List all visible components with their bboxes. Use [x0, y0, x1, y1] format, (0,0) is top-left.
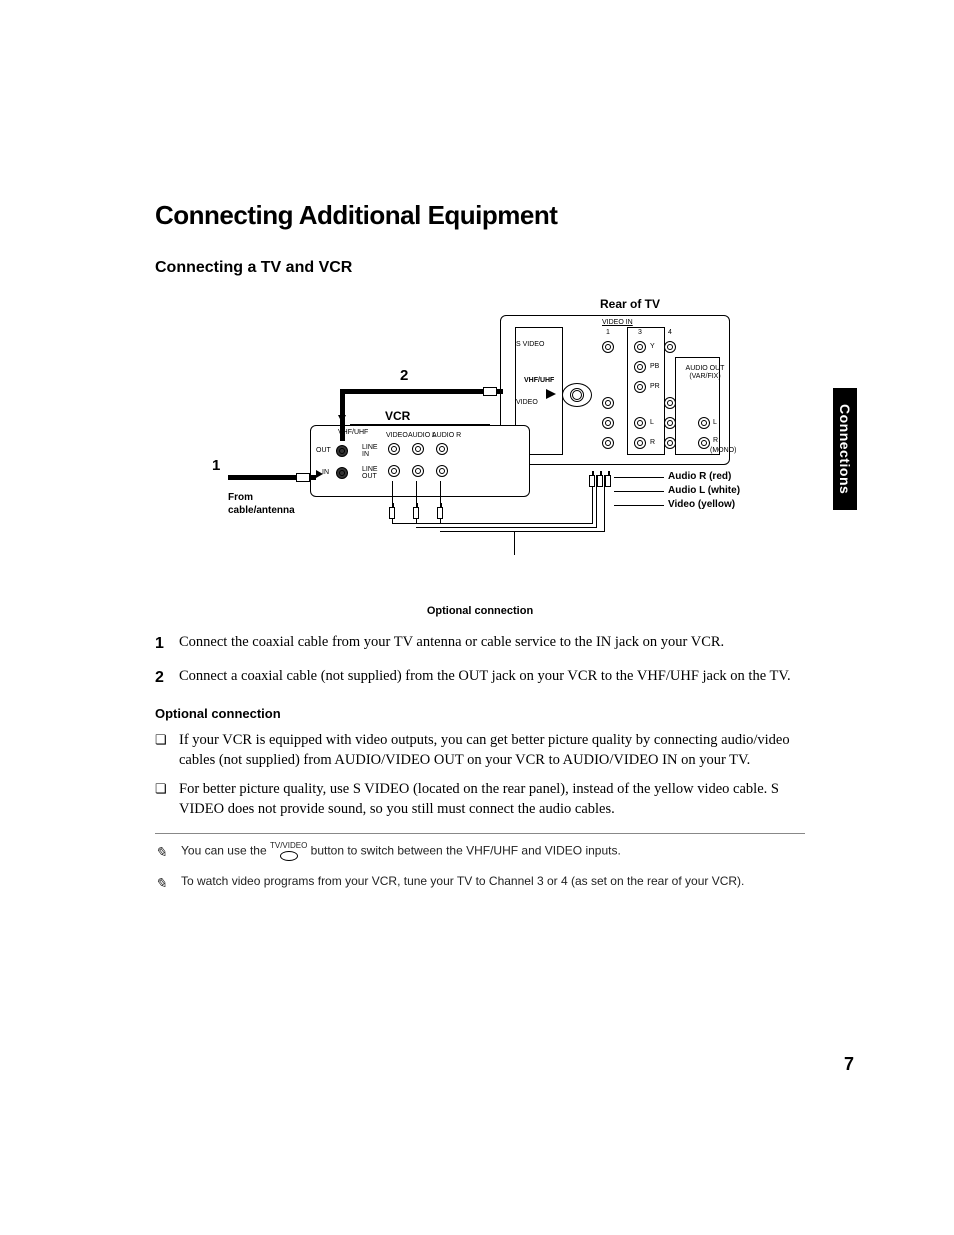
- diagram-step-1: 1: [212, 457, 220, 474]
- optional-bullet-list: ❏ If your VCR is equipped with video out…: [155, 731, 805, 819]
- vcr-lineout-audio-r: [436, 465, 448, 477]
- bullet-text: For better picture quality, use S VIDEO …: [179, 780, 805, 819]
- notes-section: ✎ You can use the TV/VIDEO button to swi…: [155, 833, 805, 893]
- tv-svideo-jack-1: [602, 341, 614, 353]
- rca-plug-l-vcr: [413, 507, 419, 519]
- step-item: 2 Connect a coaxial cable (not supplied)…: [155, 667, 805, 689]
- from-label-1: From: [228, 492, 253, 503]
- note-text: To watch video programs from your VCR, t…: [181, 873, 805, 893]
- vcr-linein-video: [388, 443, 400, 455]
- bullet-icon: ❏: [155, 731, 179, 770]
- vcr-audior-label: AUDIO R: [432, 432, 461, 439]
- bullet-item: ❏ If your VCR is equipped with video out…: [155, 731, 805, 770]
- vcr-lineout-audio-l: [412, 465, 424, 477]
- tv-audio-out-l: [698, 417, 710, 429]
- mono-label: (MONO): [710, 447, 736, 454]
- tv-video-jack-1: [602, 397, 614, 409]
- line-out-label: LINE OUT: [362, 466, 378, 480]
- diagram-step-2: 2: [400, 367, 408, 384]
- note-text: You can use the TV/VIDEO button to switc…: [181, 842, 805, 862]
- section-heading: Connecting a TV and VCR: [155, 259, 805, 277]
- tv-audio-r-jack-1: [602, 437, 614, 449]
- rca-plug-video-tv: [589, 475, 595, 487]
- vcr-in-jack: [336, 467, 348, 479]
- tv-audio-l-jack-1: [602, 417, 614, 429]
- tv-pr-jack: [634, 381, 646, 393]
- optional-heading: Optional connection: [155, 706, 805, 721]
- audio-l-legend: Audio L (white): [668, 485, 740, 496]
- page-number: 7: [844, 1054, 854, 1075]
- rca-plug-r-tv: [605, 475, 611, 487]
- audio-out-label: AUDIO OUT (VAR/FIX): [685, 365, 725, 380]
- out-l-label: L: [713, 419, 717, 426]
- connection-diagram: Rear of TV VIDEO IN 1 3 4 AUDIO OUT (VAR…: [210, 297, 750, 587]
- s-video-label: S VIDEO: [516, 341, 544, 348]
- l-label: L: [650, 419, 654, 426]
- rear-of-tv-label: Rear of TV: [600, 297, 660, 311]
- vcr-label: VCR: [385, 409, 410, 423]
- vcr-video-label: VIDEO: [386, 432, 408, 439]
- col-4-label: 4: [668, 329, 672, 336]
- step-number: 2: [155, 667, 179, 689]
- diagram-caption: Optional connection: [155, 605, 805, 617]
- video-in-header: VIDEO IN: [602, 319, 633, 326]
- pencil-icon: ✎: [155, 842, 181, 862]
- arrow-down-icon: [338, 415, 346, 423]
- step-number: 1: [155, 633, 179, 655]
- y-label: Y: [650, 343, 655, 350]
- vhf-uhf-tv-label: VHF/UHF: [524, 377, 554, 384]
- tv-audio-l-jack-3: [634, 417, 646, 429]
- bullet-icon: ❏: [155, 780, 179, 819]
- vcr-lineout-video: [388, 465, 400, 477]
- tv-audio-r-jack-3: [634, 437, 646, 449]
- from-label-2: cable/antenna: [228, 505, 295, 516]
- line-in-label: LINE IN: [362, 444, 378, 458]
- rca-plug-video-vcr: [389, 507, 395, 519]
- note-item: ✎ To watch video programs from your VCR,…: [155, 873, 805, 893]
- col-1-label: 1: [606, 329, 610, 336]
- tv-y-jack: [634, 341, 646, 353]
- vcr-linein-audio-r: [436, 443, 448, 455]
- vcr-linein-audio-l: [412, 443, 424, 455]
- audio-r-legend: Audio R (red): [668, 471, 731, 482]
- pencil-icon: ✎: [155, 873, 181, 893]
- tv-component-column: [627, 327, 665, 455]
- coax-cable-2h: [340, 389, 485, 394]
- tv-video-button-icon: TV/VIDEO: [270, 842, 307, 861]
- coax-plug-2: [483, 387, 497, 396]
- tv-pb-jack: [634, 361, 646, 373]
- step-text: Connect a coaxial cable (not supplied) f…: [179, 667, 805, 689]
- step-text: Connect the coaxial cable from your TV a…: [179, 633, 805, 655]
- vcr-out-jack: [336, 445, 348, 457]
- vcr-in-label: IN: [322, 469, 329, 476]
- pb-label: PB: [650, 363, 659, 370]
- col-3-label: 3: [638, 329, 642, 336]
- coax-plug-1: [296, 473, 310, 482]
- page-title: Connecting Additional Equipment: [155, 200, 805, 231]
- r-label: R: [650, 439, 655, 446]
- vcr-out-label: OUT: [316, 447, 331, 454]
- steps-list: 1 Connect the coaxial cable from your TV…: [155, 633, 805, 688]
- tv-audio-r-jack-4: [664, 437, 676, 449]
- video-label: VIDEO: [516, 399, 538, 406]
- out-r-label: R: [713, 437, 718, 444]
- pr-label: PR: [650, 383, 660, 390]
- tv-audio-out-r: [698, 437, 710, 449]
- tv-video-jack-4: [664, 397, 676, 409]
- rca-plug-r-vcr: [437, 507, 443, 519]
- bullet-text: If your VCR is equipped with video outpu…: [179, 731, 805, 770]
- tv-svideo-jack-4: [664, 341, 676, 353]
- coax-cable-1: [228, 475, 298, 480]
- tv-audio-l-jack-4: [664, 417, 676, 429]
- bullet-item: ❏ For better picture quality, use S VIDE…: [155, 780, 805, 819]
- note-item: ✎ You can use the TV/VIDEO button to swi…: [155, 842, 805, 862]
- video-legend: Video (yellow): [668, 499, 735, 510]
- rca-plug-l-tv: [597, 475, 603, 487]
- section-tab: Connections: [833, 388, 857, 510]
- step-item: 1 Connect the coaxial cable from your TV…: [155, 633, 805, 655]
- vhf-uhf-jack: [562, 383, 592, 407]
- vhf-arrow-icon: [546, 389, 556, 399]
